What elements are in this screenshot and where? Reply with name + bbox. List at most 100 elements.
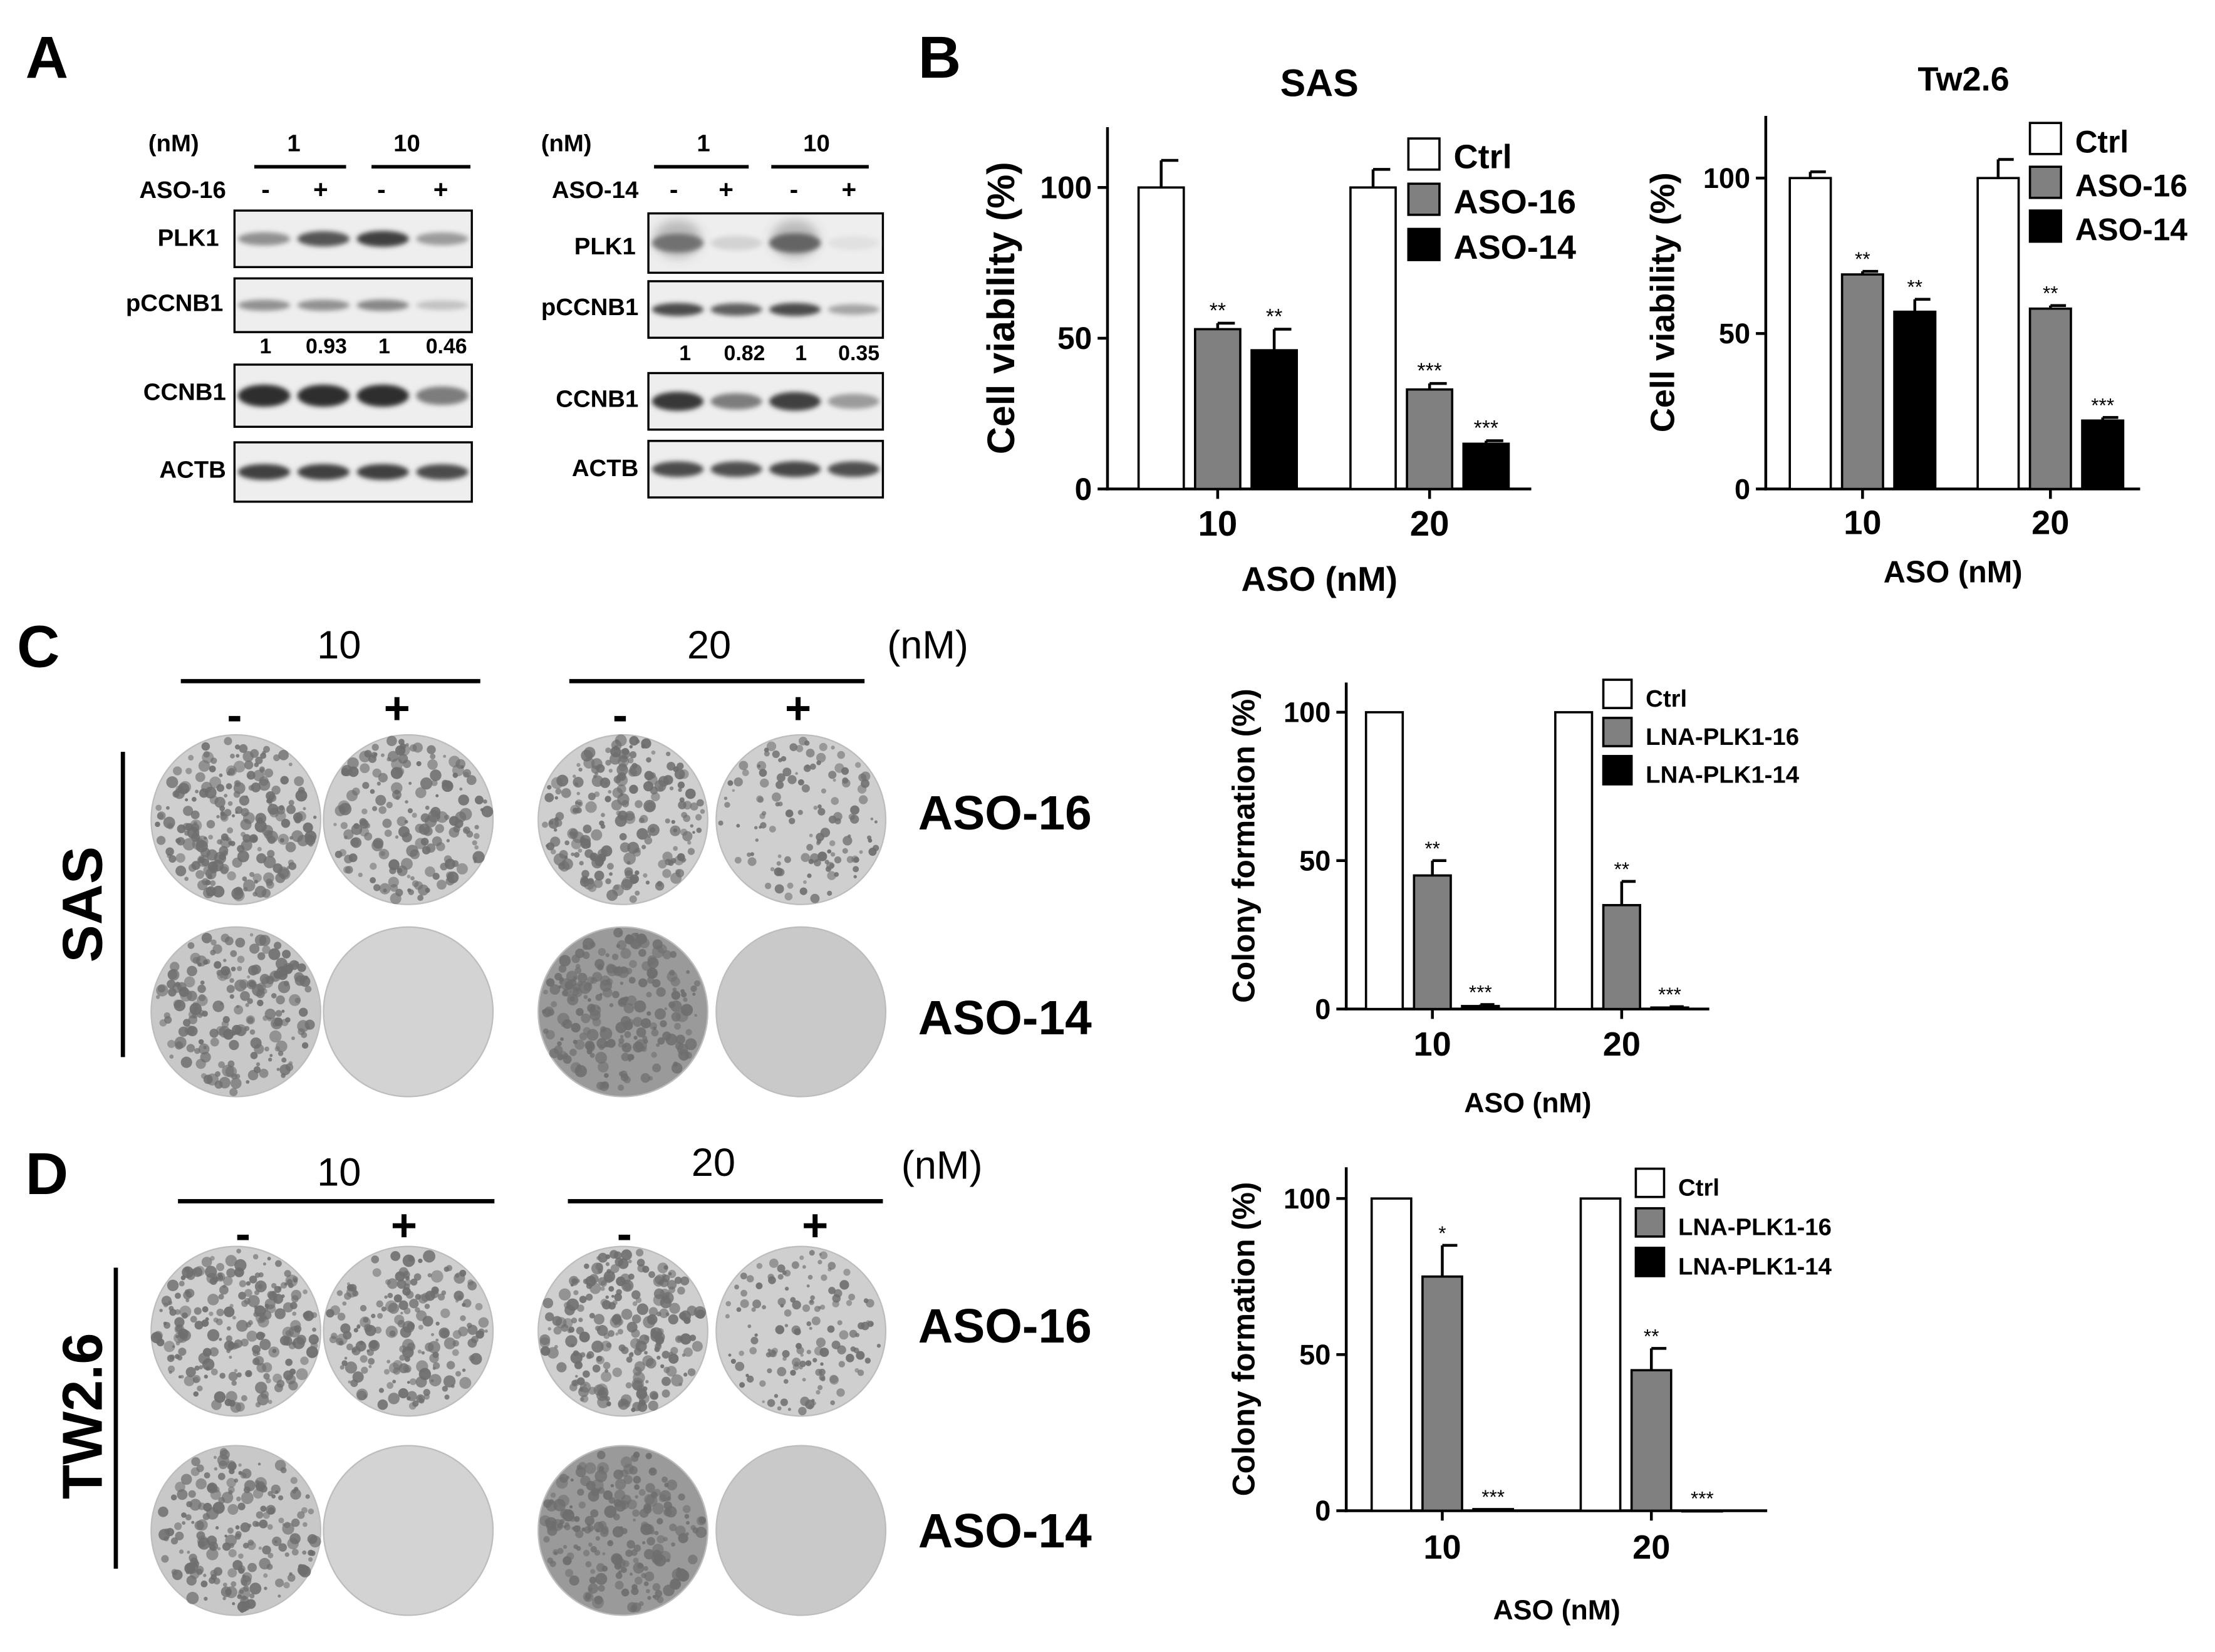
c-plate-aso14-1-colony [301, 1042, 309, 1049]
d-plate-aso14-3-colony [656, 1535, 665, 1544]
d-plate-aso14-3-colony [604, 1505, 617, 1518]
c-plate-aso14-3-colony [651, 1029, 659, 1037]
d-dose-2: 20 [692, 1141, 735, 1185]
d-plate-aso16-3-colony [668, 1353, 679, 1364]
d-plate-aso16-3-colony [636, 1303, 649, 1316]
blot1-band-label-pccnb1: pCCNB1 [126, 289, 223, 316]
d-plate-aso16-3-colony [632, 1301, 638, 1306]
d-plate-aso16-2-colony [421, 1351, 425, 1355]
d-plate-aso14-1-colony [191, 1457, 200, 1467]
d-plate-aso16-1-colony [218, 1294, 224, 1300]
c-plate-aso14-3-colony [574, 967, 582, 974]
c-plate-aso16-4-colony [799, 887, 807, 895]
blot2-strip-4-band-2 [710, 461, 762, 477]
d-plate-aso16-3-colony [603, 1270, 616, 1282]
d-plate-aso16-2-colony [378, 1388, 384, 1393]
d-plate-aso16-2-colony [346, 1287, 358, 1298]
d-plate-aso16-2-colony [326, 1309, 335, 1318]
blot2-sign-2: + [718, 175, 734, 204]
d-plate-aso16-1-colony [209, 1311, 214, 1316]
c-plate-aso16-3-colony [650, 827, 656, 833]
d-plate-aso14-2 [323, 1445, 494, 1616]
d-plate-aso16-3-colony [614, 1321, 618, 1326]
d-plate-aso16-3-colony [585, 1293, 593, 1301]
c-plate-aso16-2-colony [417, 895, 424, 901]
blot1-strip-3-band-1 [238, 384, 291, 407]
d-plate-aso16-4-colony [783, 1379, 789, 1384]
panel-d: D 10 20 (nM) - + - + TW2.6 ASO-16 ASO-14… [26, 1141, 1832, 1626]
c-plate-aso16-1-colony [209, 795, 219, 804]
blot2-strip-3-band-2 [710, 393, 762, 410]
c-plate-aso14-1-colony [175, 982, 180, 987]
c-plate-aso16-2-colony [378, 806, 386, 814]
d-plate-aso14-1-colony [241, 1601, 251, 1611]
d-plate-aso16-1-colony [182, 1266, 194, 1279]
c-plate-aso16-4-colony [760, 822, 767, 829]
d-plate-aso14-3-colony [569, 1505, 573, 1509]
d-plate-aso16-4-colony [836, 1388, 845, 1397]
c-plate-aso16-3-colony [634, 870, 640, 876]
d-plate-aso16-3-colony [646, 1314, 658, 1325]
d-plate-aso16-3-colony [608, 1330, 615, 1337]
c-plate-aso16-3-colony [594, 870, 604, 881]
c-plate-aso16-1-colony [166, 776, 179, 789]
c-plate-aso14-3-colony [638, 978, 648, 988]
c-plate-aso16-2-colony [402, 759, 412, 769]
c-plate-aso16-2-colony [390, 884, 398, 892]
bar-lna-plk1-14-10 [1472, 1508, 1515, 1512]
d-plate-aso16-2-colony [423, 1389, 430, 1396]
c-plate-aso16-3-colony [587, 878, 594, 885]
c-plate-aso16-4-colony [819, 742, 827, 751]
c-plate-aso16-2-colony [351, 787, 360, 796]
c-plate-aso14-1-colony [274, 1046, 281, 1052]
d-plate-aso16-1-colony [235, 1402, 245, 1412]
d-plate-aso14-1-colony [226, 1478, 236, 1488]
c-plate-aso16-4-colony [784, 892, 793, 901]
c-plate-aso16-2-colony [443, 754, 447, 758]
c-plate-aso16-4-colony [766, 741, 777, 751]
d-plate-aso16-4-colony [819, 1251, 828, 1260]
c-plate-aso14-1-colony [259, 974, 270, 984]
c-plate-aso16-1-colony [209, 880, 216, 886]
significance-mark: *** [1691, 1487, 1714, 1509]
c-plate-aso16-4-colony [817, 851, 827, 861]
c-plate-aso14-1-colony [288, 1061, 293, 1066]
c-plate-aso16-1-colony [203, 751, 210, 758]
d-plate-aso16-2-colony [431, 1333, 434, 1336]
panel-label-b: B [918, 24, 961, 91]
c-plate-aso16-2-colony [408, 781, 412, 785]
c-plate-aso16-1-colony [207, 874, 212, 880]
c-plate-aso16-2-colony [415, 823, 425, 833]
c-plate-aso14-3-colony [569, 1049, 577, 1056]
legend-swatch [1602, 755, 1633, 786]
legend-label: LNA-PLK1-14 [1678, 1254, 1832, 1281]
d-plate-aso14-1-colony [266, 1564, 273, 1570]
d-plate-aso16-4-colony [746, 1275, 754, 1283]
c-plate-aso16-4-colony [807, 873, 812, 878]
bar-ctrl-10 [1137, 186, 1185, 491]
c-plate-aso16-2-colony [409, 744, 417, 752]
bar-lna-plk1-14-10 [1461, 1005, 1500, 1010]
d-plate-aso16-3-colony [618, 1398, 630, 1410]
d-plate-aso16-1-colony [180, 1275, 186, 1281]
d-plate-aso16-1-colony [202, 1306, 209, 1312]
c-plate-aso14-3-colony [646, 1011, 651, 1016]
d-plate-aso16-2-colony [371, 1313, 376, 1319]
c-plate-aso14-3-colony [620, 981, 624, 985]
c-plate-aso16-3-colony [588, 883, 597, 892]
d-plate-aso14-3-colony [633, 1562, 645, 1574]
c-plate-aso14-3-colony [648, 969, 658, 979]
d-plate-aso16-3-colony [645, 1379, 649, 1384]
c-plate-aso16-4 [715, 734, 887, 905]
c-plate-aso16-3-colony [574, 782, 579, 786]
d-plate-aso16-1-colony [202, 1348, 212, 1357]
d-plate-aso14-1-colony [267, 1524, 273, 1530]
y-tick-label: 50 [1299, 845, 1331, 877]
significance-mark: ** [1210, 299, 1226, 323]
d-plate-aso16-1-colony [288, 1381, 298, 1391]
d-plate-aso16-1-colony [226, 1268, 236, 1278]
blot1-strips [233, 209, 473, 503]
c-plate-aso14-3-colony [647, 955, 657, 965]
d-plate-aso14-3-colony [588, 1542, 593, 1547]
